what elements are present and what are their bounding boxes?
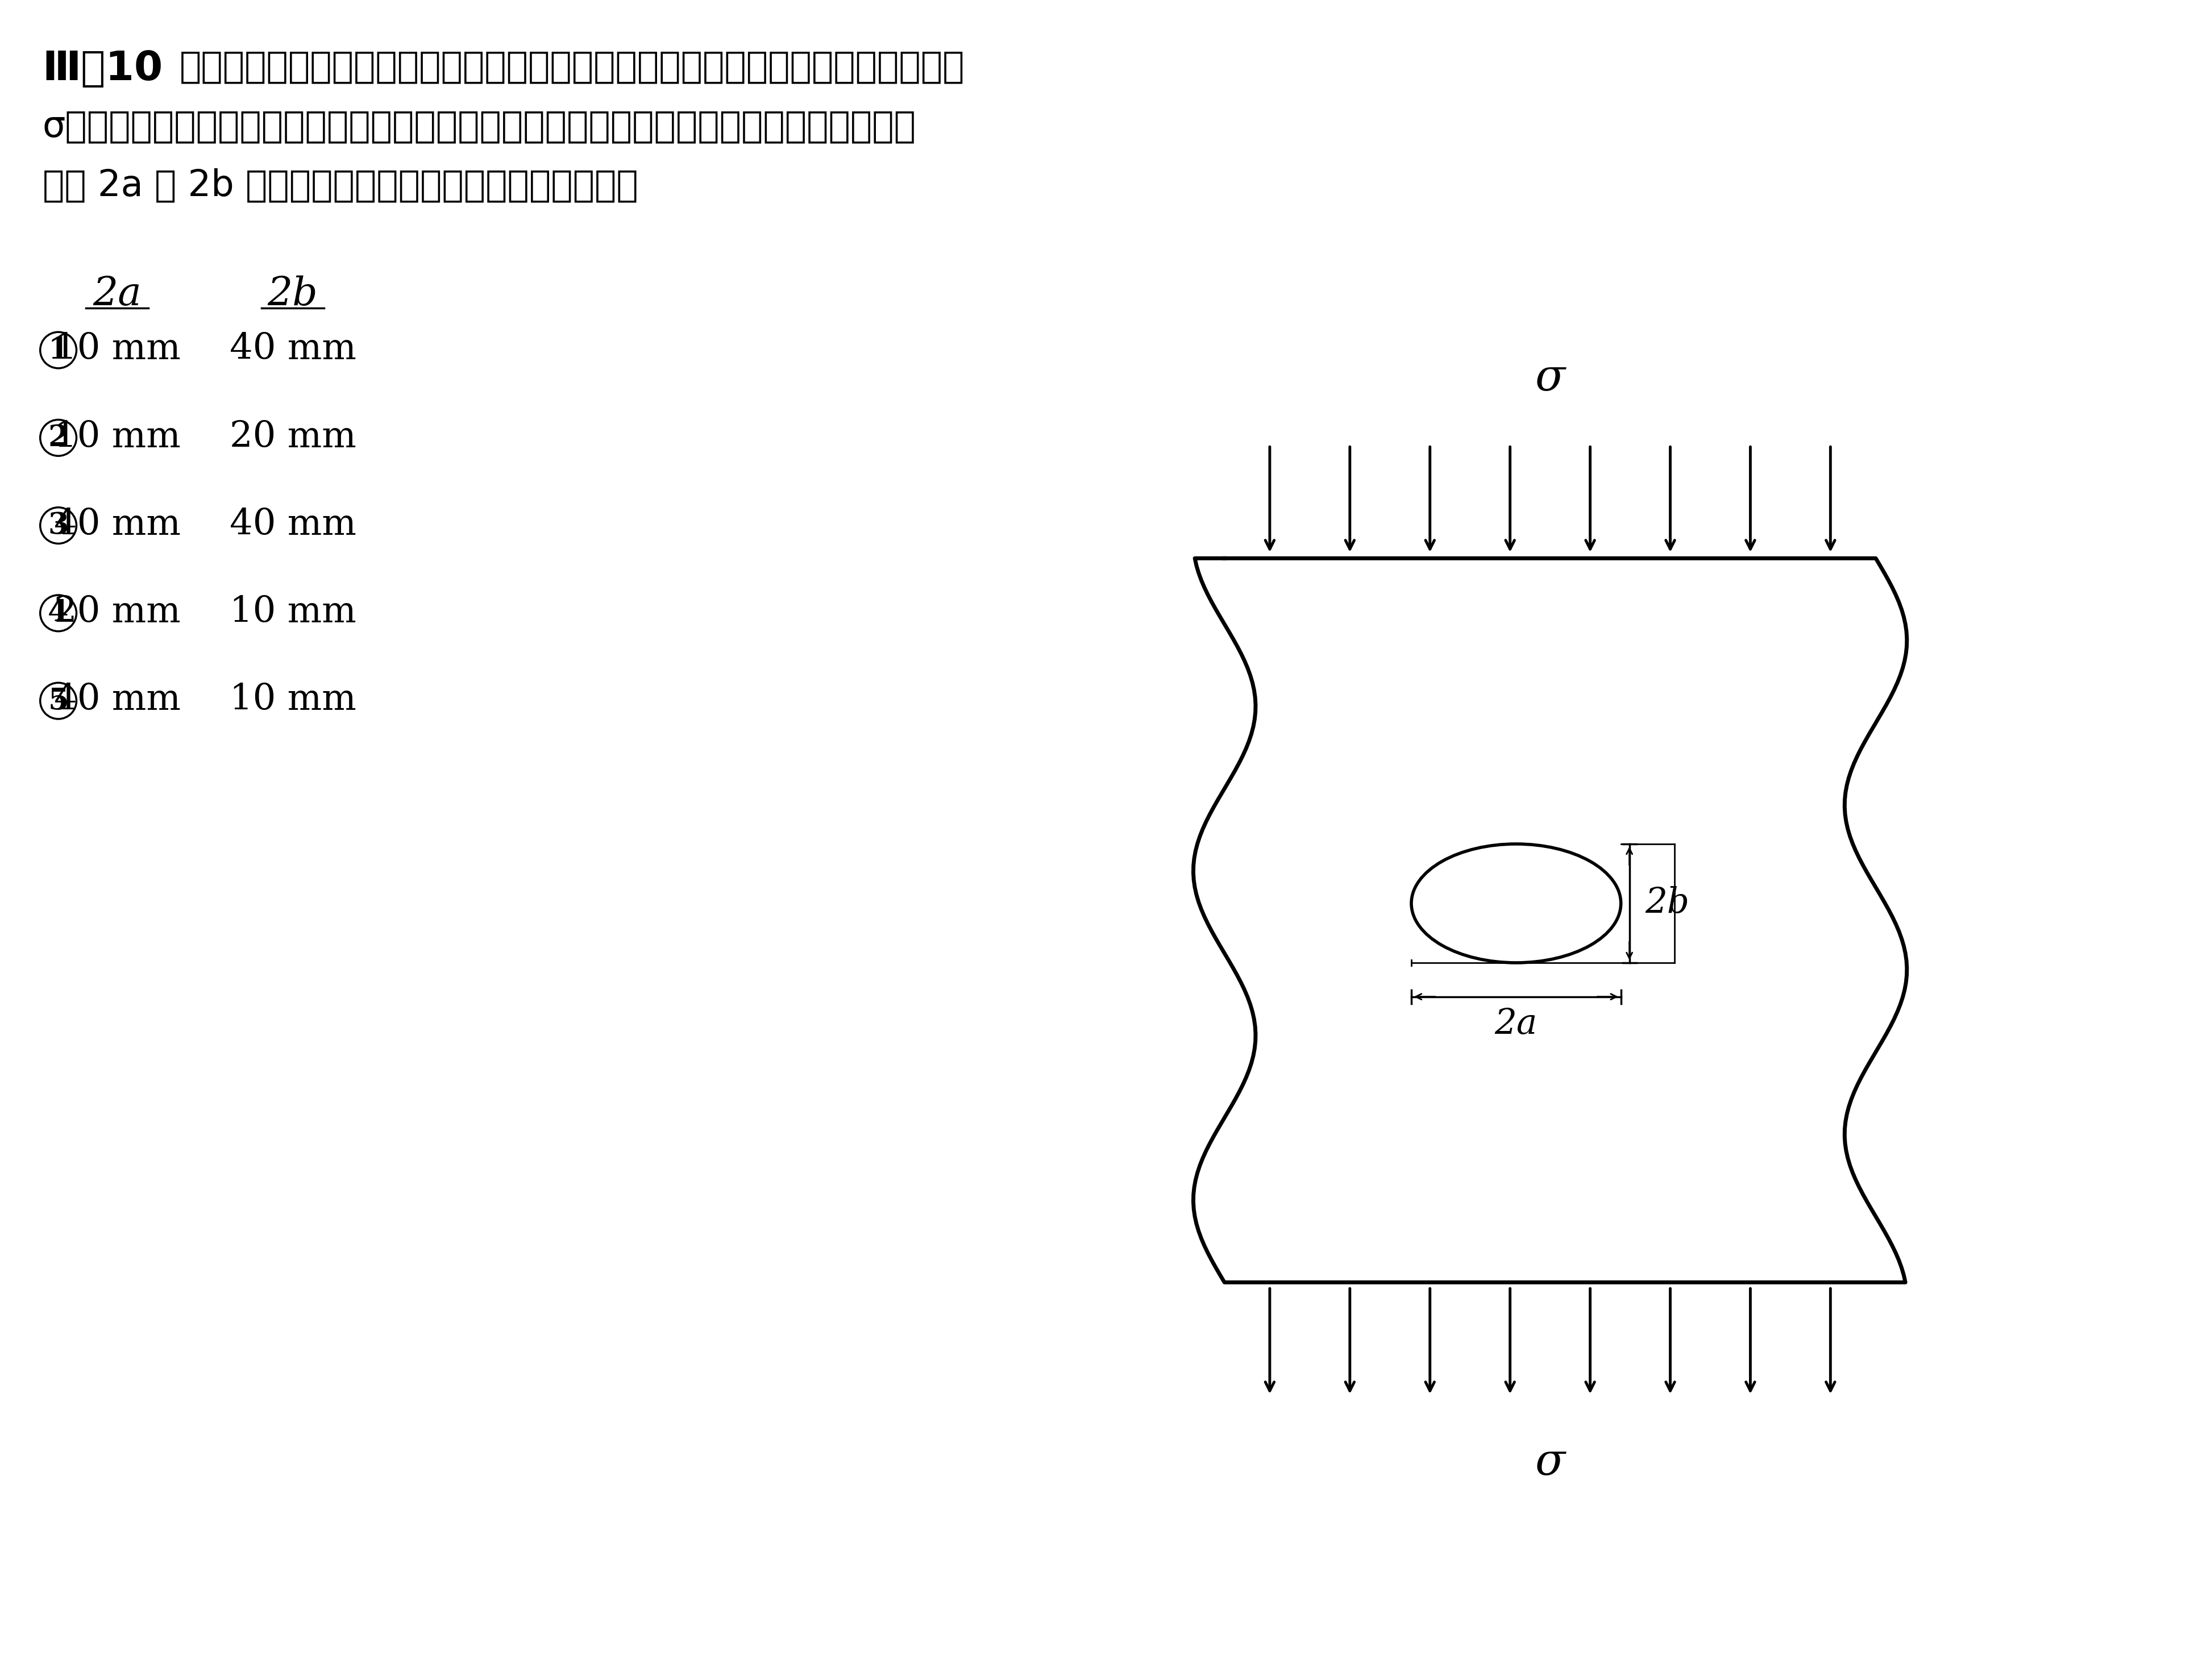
Text: σ: σ (1534, 356, 1565, 400)
Text: 下図に示すように，楷円孔を有する無限に広い一様な厘さの板に一軸の引張応力: 下図に示すように，楷円孔を有する無限に広い一様な厘さの板に一軸の引張応力 (180, 49, 965, 84)
Text: きの 2a と 2b の組合せとして，適切なものはどれか。: きの 2a と 2b の組合せとして，適切なものはどれか。 (42, 168, 637, 203)
Text: 2b: 2b (268, 276, 319, 314)
Text: 10 mm: 10 mm (55, 333, 180, 366)
Text: Ⅲ－10: Ⅲ－10 (42, 49, 163, 89)
Ellipse shape (1411, 843, 1620, 963)
Text: 4: 4 (48, 598, 68, 628)
Text: 40 mm: 40 mm (53, 507, 180, 543)
Text: 10 mm: 10 mm (229, 595, 356, 630)
Polygon shape (1194, 558, 1908, 1282)
Text: 2a: 2a (92, 276, 141, 314)
Text: 40 mm: 40 mm (229, 507, 356, 543)
Text: 1: 1 (48, 336, 68, 365)
Text: 2b: 2b (1646, 887, 1690, 921)
Text: 10 mm: 10 mm (229, 682, 356, 717)
Text: 10 mm: 10 mm (55, 420, 180, 454)
Text: σ: σ (1534, 1441, 1565, 1483)
Text: 2a: 2a (1495, 1006, 1539, 1042)
Text: 20 mm: 20 mm (229, 420, 356, 454)
Text: σを負荷するとき，楷円孔の縁に応力集中によって生じる最大引張応力が最も低くなると: σを負荷するとき，楷円孔の縁に応力集中によって生じる最大引張応力が最も低くなると (42, 109, 917, 144)
Text: 3: 3 (48, 511, 68, 539)
Text: 5: 5 (48, 687, 68, 716)
Text: 2: 2 (48, 423, 68, 452)
Text: 40 mm: 40 mm (53, 682, 180, 717)
Text: 40 mm: 40 mm (229, 333, 356, 366)
Text: 20 mm: 20 mm (55, 595, 180, 630)
